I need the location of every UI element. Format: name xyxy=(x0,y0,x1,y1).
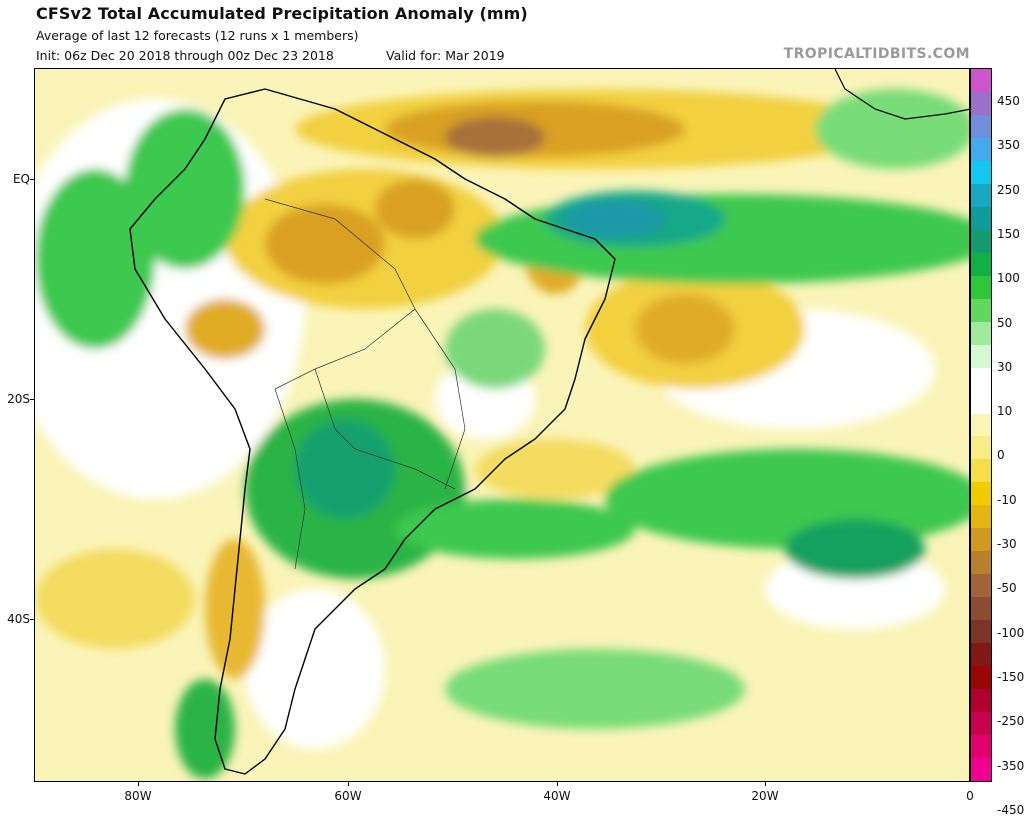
colorbar-swatch xyxy=(971,275,991,300)
colorbar-swatch xyxy=(971,206,991,231)
lat-label-eq: EQ xyxy=(12,172,30,186)
colorbar-swatch xyxy=(971,574,991,598)
wet-central-brazil xyxy=(445,309,545,389)
country-borders xyxy=(264,198,466,570)
colorbar-swatch xyxy=(971,252,991,277)
colorbar-swatch xyxy=(971,298,991,323)
colorbar-swatch xyxy=(971,367,991,392)
colorbar-label: 150 xyxy=(997,226,1020,241)
wet-colombia xyxy=(125,109,245,269)
colorbar-swatch xyxy=(971,160,991,185)
colorbar-label: -10 xyxy=(997,492,1017,507)
brand-watermark: TROPICALTIDBITS.COM xyxy=(783,46,970,62)
lon-label-20w: 20W xyxy=(751,789,779,803)
colorbar-swatch xyxy=(971,597,991,621)
colorbar-swatch xyxy=(971,712,991,736)
init-time-text: Init: 06z Dec 20 2018 through 00z Dec 23… xyxy=(36,48,334,63)
colorbar-label: 250 xyxy=(997,182,1020,197)
colorbar-swatch xyxy=(971,551,991,575)
lon-label-60w: 60W xyxy=(334,789,362,803)
lat-tick-40s xyxy=(30,619,34,620)
dry-chile xyxy=(205,539,265,679)
map-canvas xyxy=(35,69,969,781)
valid-time-text: Valid for: Mar 2019 xyxy=(386,48,505,63)
wet-south-atlantic-core xyxy=(785,519,925,579)
colorbar-swatch xyxy=(971,91,991,116)
lat-tick-20s xyxy=(30,399,34,400)
colorbar-label: -350 xyxy=(997,758,1024,773)
colorbar-label: -250 xyxy=(997,714,1024,729)
wet-west-africa xyxy=(815,89,969,169)
dry-southeast-brazil-offshore xyxy=(475,439,635,499)
colorbar-legend xyxy=(970,68,992,782)
colorbar-swatch xyxy=(971,114,991,139)
colorbar-swatch xyxy=(971,643,991,667)
africa-coastline xyxy=(834,69,969,120)
lon-label-0: 0 xyxy=(966,789,974,803)
colorbar-swatch xyxy=(971,758,991,782)
wet-itcz-peak xyxy=(565,201,665,237)
lon-tick-60w xyxy=(348,782,349,786)
lat-label-20s: 20S xyxy=(7,392,30,406)
lon-tick-40w xyxy=(557,782,558,786)
colorbar-swatch xyxy=(971,321,991,346)
lon-label-80w: 80W xyxy=(124,789,152,803)
dry-atlantic-core xyxy=(635,294,735,364)
colorbar-swatch xyxy=(971,344,991,369)
lon-tick-20w xyxy=(765,782,766,786)
wet-far-south-atlantic xyxy=(445,649,745,729)
wet-uruguay-offshore xyxy=(395,499,635,559)
colorbar-label: -150 xyxy=(997,669,1024,684)
colorbar-swatch xyxy=(971,459,991,483)
colorbar-swatch xyxy=(971,505,991,529)
dry-southeast-pacific xyxy=(35,549,195,649)
colorbar-label: 10 xyxy=(997,404,1013,419)
south-america-coastline xyxy=(129,88,616,775)
wet-southern-chile xyxy=(175,679,235,779)
colorbar-label: 50 xyxy=(997,315,1013,330)
colorbar-swatch xyxy=(971,689,991,713)
colorbar-swatch xyxy=(971,528,991,552)
colorbar-label: 100 xyxy=(997,271,1020,286)
lat-tick-eq xyxy=(30,179,34,180)
colorbar-label: -100 xyxy=(997,625,1024,640)
precipitation-map xyxy=(34,68,970,782)
colorbar-swatch xyxy=(971,620,991,644)
colorbar-label: 30 xyxy=(997,359,1013,374)
anomaly-field xyxy=(35,89,969,779)
colorbar-label: 450 xyxy=(997,94,1020,108)
colorbar-swatch xyxy=(971,413,991,437)
colorbar-swatch xyxy=(971,390,991,414)
colorbar-label: -50 xyxy=(997,581,1017,596)
colorbar-label: -30 xyxy=(997,537,1017,551)
lon-tick-80w xyxy=(138,782,139,786)
colorbar-swatch xyxy=(971,69,991,93)
neutral-patagonia xyxy=(245,589,385,749)
map-subtitle: Average of last 12 forecasts (12 runs x … xyxy=(36,28,359,43)
colorbar-swatch xyxy=(971,137,991,162)
dry-peru xyxy=(185,299,265,359)
colorbar-swatch xyxy=(971,229,991,254)
colorbar-swatch xyxy=(971,436,991,460)
lon-label-40w: 40W xyxy=(543,789,571,803)
colorbar-swatch xyxy=(971,666,991,690)
colorbar-swatch xyxy=(971,735,991,759)
lat-label-40s: 40S xyxy=(7,612,30,626)
colorbar-label: -450 xyxy=(997,802,1024,817)
colorbar-swatch xyxy=(971,183,991,208)
dry-north-atlantic-peak xyxy=(445,117,545,157)
wet-east-pacific xyxy=(35,169,155,349)
dry-amazon-east xyxy=(375,179,455,239)
dry-amazon-core xyxy=(265,204,385,284)
map-title: CFSv2 Total Accumulated Precipitation An… xyxy=(36,4,528,23)
wet-paraguay-core xyxy=(295,419,395,519)
colorbar-swatch xyxy=(971,482,991,506)
colorbar-label: 350 xyxy=(997,138,1020,153)
colorbar-label: 0 xyxy=(997,448,1005,463)
